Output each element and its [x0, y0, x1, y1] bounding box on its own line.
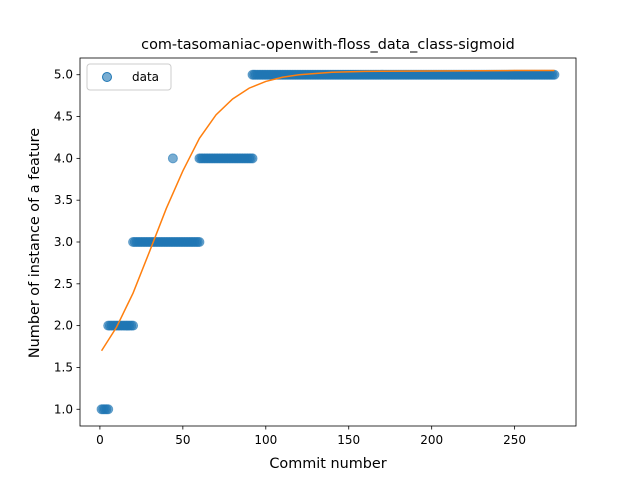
data-point: [248, 154, 257, 163]
legend: data: [87, 64, 171, 90]
y-tick-label: 3.5: [54, 193, 73, 207]
y-tick-label: 2.0: [54, 319, 73, 333]
y-axis-label: Number of instance of a feature: [27, 128, 43, 358]
x-tick-label: 100: [254, 433, 277, 447]
data-point: [104, 405, 113, 414]
data-point: [129, 321, 138, 330]
y-tick-label: 3.0: [54, 235, 73, 249]
x-tick-label: 200: [420, 433, 443, 447]
x-tick-label: 0: [96, 433, 104, 447]
data-point: [168, 154, 177, 163]
y-tick-label: 1.5: [54, 360, 73, 374]
chart-title: com-tasomaniac-openwith-floss_data_class…: [141, 37, 515, 53]
x-tick-label: 50: [175, 433, 190, 447]
x-tick-label: 250: [503, 433, 526, 447]
plot-area: [80, 58, 576, 426]
legend-marker-data: [103, 73, 112, 82]
x-tick-label: 150: [337, 433, 360, 447]
y-axis: 1.0 1.5 2.0 2.5 3.0 3.5 4.0 4.5 5.0: [54, 68, 80, 417]
data-point: [550, 70, 559, 79]
sigmoid-fit-line: [102, 71, 555, 351]
data-point: [195, 238, 204, 247]
y-tick-label: 1.0: [54, 402, 73, 416]
legend-entry-data: data: [132, 70, 159, 84]
x-axis-label: Commit number: [269, 456, 386, 472]
y-tick-label: 2.5: [54, 277, 73, 291]
y-tick-label: 4.5: [54, 110, 73, 124]
y-tick-label: 5.0: [54, 68, 73, 82]
y-tick-label: 4.0: [54, 151, 73, 165]
x-axis: 0 50 100 150 200 250: [96, 426, 526, 447]
